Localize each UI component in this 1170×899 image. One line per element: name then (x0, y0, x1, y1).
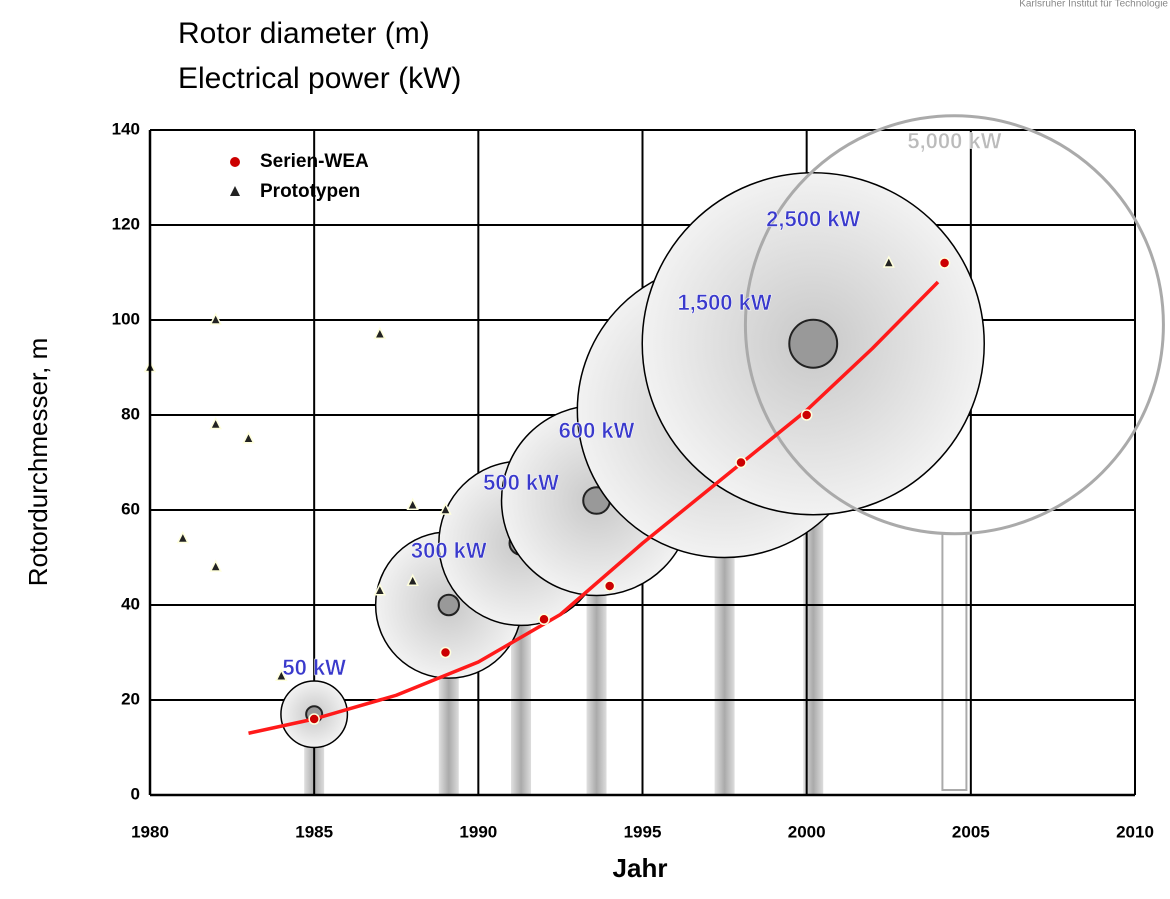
y-axis-label: Rotordurchmesser, m (23, 338, 53, 587)
x-tick-label: 1995 (624, 822, 662, 841)
y-tick-label: 100 (112, 309, 140, 328)
y-tick-label: 140 (112, 119, 140, 138)
chart: Rotor diameter (m) Electrical power (kW)… (0, 0, 1170, 894)
legend-label: Prototypen (260, 181, 360, 202)
point (940, 258, 950, 268)
point (408, 499, 418, 509)
bubble-label: 300 kW (411, 538, 487, 563)
x-axis-label: Jahr (613, 853, 668, 883)
point (441, 648, 451, 658)
tower (511, 620, 531, 795)
tower (942, 534, 966, 790)
point (211, 561, 221, 571)
corner-text: Karlsruher Institut für Technologie (1019, 0, 1168, 10)
bubble-label: 5,000 kW (907, 129, 1001, 154)
bubble-label: 600 kW (559, 418, 635, 443)
hub (789, 320, 837, 368)
x-tick-label: 1990 (459, 822, 497, 841)
tower (439, 673, 459, 795)
bubble-label: 1,500 kW (677, 290, 771, 315)
point (244, 433, 254, 443)
point (539, 614, 549, 624)
x-tick-label: 2000 (788, 822, 826, 841)
x-tick-label: 2010 (1116, 822, 1154, 841)
x-tick-label: 2005 (952, 822, 990, 841)
legend-label: Serien-WEA (260, 151, 369, 172)
legend-marker (230, 157, 240, 167)
hub (439, 595, 459, 615)
point (605, 581, 615, 591)
x-tick-label: 1985 (295, 822, 333, 841)
point (178, 533, 188, 543)
bubble-label: 500 kW (483, 470, 559, 495)
title-line: Electrical power (kW) (178, 62, 461, 95)
y-tick-label: 20 (121, 689, 140, 708)
point (802, 410, 812, 420)
y-tick-label: 60 (121, 499, 140, 518)
y-tick-label: 120 (112, 214, 140, 233)
tower (587, 591, 607, 796)
y-tick-label: 40 (121, 594, 140, 613)
point (375, 328, 385, 338)
y-tick-label: 80 (121, 404, 140, 423)
marks-layer (145, 116, 1163, 748)
bubble-label: 50 kW (282, 655, 346, 680)
title-line: Rotor diameter (m) (178, 17, 430, 50)
bubble-label: 2,500 kW (766, 206, 860, 231)
point (736, 458, 746, 468)
y-tick-label: 0 (131, 784, 140, 803)
tower (715, 553, 735, 796)
legend-marker (230, 186, 240, 196)
point (309, 714, 319, 724)
point (211, 419, 221, 429)
x-tick-label: 1980 (131, 822, 169, 841)
